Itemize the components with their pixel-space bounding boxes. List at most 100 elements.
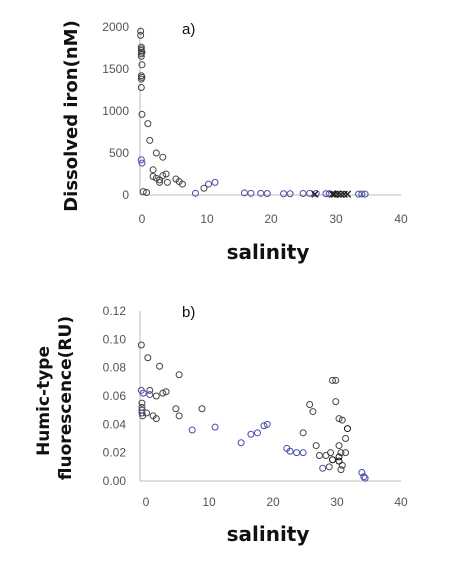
panel-a-series-2-point bbox=[340, 190, 348, 198]
panel-b-series-1-point bbox=[247, 430, 255, 438]
panel-b-series-0-point bbox=[299, 429, 307, 437]
panel-b-y-tick: 0.00 bbox=[103, 474, 127, 488]
panel-b-series-1-point bbox=[138, 406, 146, 414]
panel-b-y-axis-title-line-1: Humic-type bbox=[34, 346, 54, 456]
panel-b-series-1-point bbox=[139, 389, 147, 397]
panel-a-series-1-point bbox=[358, 190, 366, 198]
panel-a-label: a) bbox=[182, 21, 195, 38]
panel-b-series-1-point bbox=[188, 426, 196, 434]
panel-a-x-tick: 40 bbox=[394, 212, 408, 226]
panel-a-y-tick: 1500 bbox=[102, 62, 129, 76]
panel-b-y-tick: 0.06 bbox=[103, 389, 127, 403]
panel-b-series-1-point bbox=[360, 473, 368, 481]
panel-a-series-0-point bbox=[143, 188, 151, 196]
panel-a-series-0-point bbox=[152, 149, 160, 157]
panel-b: b) 0.00 0.02 0.04 0.06 0.08 0.10 0.12 0 … bbox=[34, 304, 408, 546]
panel-a-series-0-point bbox=[163, 178, 171, 186]
panel-b-y-tick: 0.10 bbox=[103, 332, 127, 346]
panel-a-series-0-point bbox=[200, 184, 208, 192]
panel-b-series-1-point bbox=[253, 429, 261, 437]
panel-a-series-1-point bbox=[299, 189, 307, 197]
panel-a-series-1-point bbox=[322, 190, 330, 198]
panel-a-series-1-point bbox=[257, 189, 265, 197]
panel-b-series-0-point bbox=[162, 388, 170, 396]
panel-b-series-1-point bbox=[319, 464, 327, 472]
panel-b-series-0-point bbox=[175, 412, 183, 420]
panel-a-series-1-point bbox=[312, 189, 320, 197]
panel-b-series-0-point bbox=[325, 463, 333, 471]
panel-a-x-tick: 10 bbox=[200, 212, 214, 226]
panel-b-series-0-point bbox=[175, 371, 183, 379]
panel-a-series-0-point bbox=[162, 170, 170, 178]
panel-a-series-2-point bbox=[343, 190, 352, 198]
panel-a-series-1-point bbox=[306, 189, 314, 197]
panel-b-series-0-point bbox=[312, 442, 320, 450]
panel-b-series-0-point bbox=[328, 376, 336, 384]
panel-b-series-0-point bbox=[306, 401, 314, 408]
panel-b-series-0-point bbox=[332, 398, 340, 406]
panel-b-series-1-point bbox=[361, 474, 369, 482]
panel-a-series-0-point bbox=[149, 173, 157, 181]
panel-b-series-2-point bbox=[335, 453, 343, 461]
panel-b-series-1-point bbox=[260, 422, 268, 430]
panel-b-series-1-point bbox=[146, 391, 154, 399]
panel-a-series-0-point bbox=[137, 50, 145, 58]
panel-b-x-tick: 30 bbox=[330, 495, 344, 509]
panel-b-markers bbox=[137, 341, 369, 482]
panel-a-series-1-point bbox=[211, 178, 219, 186]
panel-b-series-1-point bbox=[358, 469, 366, 476]
panel-b-series-0-point bbox=[337, 449, 345, 457]
panel-b-series-1-point bbox=[237, 439, 245, 447]
panel-b-series-1-point bbox=[299, 449, 307, 457]
panel-a-series-0-point bbox=[159, 172, 167, 180]
panel-b-series-0-point bbox=[144, 354, 152, 362]
panel-a-series-0-point bbox=[156, 178, 164, 186]
panel-a-x-tick: 0 bbox=[139, 212, 146, 226]
panel-a-series-1-point bbox=[240, 189, 248, 197]
panel-a-x-tick: 30 bbox=[329, 212, 343, 226]
panel-b-y-axis-title: Humic-type fluorescence(RU) bbox=[34, 316, 76, 480]
panel-b-series-0-point bbox=[338, 416, 346, 424]
panel-b-series-0-point bbox=[138, 399, 146, 407]
panel-a-y-axis-title: Dissolved iron(nM) bbox=[61, 20, 82, 212]
panel-a-markers bbox=[137, 27, 369, 199]
panel-b-series-0-point bbox=[137, 341, 145, 349]
panel-b-label: b) bbox=[182, 304, 195, 321]
panel-b-series-0-point bbox=[337, 466, 345, 474]
panel-a-series-0-point bbox=[159, 153, 167, 161]
panel-a-y-tick: 1000 bbox=[102, 104, 129, 118]
panel-a-series-1-point bbox=[137, 156, 145, 164]
panel-a-x-tick: 20 bbox=[264, 212, 278, 226]
panel-a-series-0-point bbox=[178, 180, 186, 188]
panel-b-series-0-point bbox=[309, 408, 317, 416]
panel-b-y-tick: 0.04 bbox=[103, 417, 127, 431]
panel-b-series-1-point bbox=[293, 449, 301, 457]
panel-a-y-tick: 500 bbox=[109, 146, 129, 160]
panel-a-series-0-point bbox=[137, 27, 145, 35]
panel-a-series-0-point bbox=[139, 188, 147, 196]
panel-b-x-tick: 40 bbox=[394, 495, 408, 509]
panel-a-series-0-point bbox=[138, 110, 146, 118]
panel-b-series-0-point bbox=[335, 442, 343, 450]
panel-a-series-2-point bbox=[311, 190, 319, 198]
panel-a-series-2-point bbox=[330, 190, 339, 199]
panel-b-series-0-point bbox=[198, 405, 206, 413]
panel-a-series-1-point bbox=[191, 189, 199, 197]
panel-b-series-0-point bbox=[342, 435, 350, 442]
panel-b-series-0-point bbox=[342, 449, 350, 457]
panel-b-y-tick: 0.08 bbox=[103, 361, 127, 375]
panel-a: a) 0 500 1000 1500 2000 0 10 20 30 40 sa… bbox=[61, 20, 408, 264]
panel-b-series-2-point bbox=[328, 456, 336, 464]
panel-a-series-0-point bbox=[137, 52, 145, 60]
panel-a-series-1-point bbox=[263, 189, 271, 197]
panel-b-series-0-point bbox=[322, 452, 330, 459]
panel-a-series-0-point bbox=[137, 31, 145, 39]
panel-b-series-0-point bbox=[152, 415, 160, 423]
panel-a-series-0-point bbox=[149, 166, 157, 174]
panel-b-series-0-point bbox=[146, 386, 154, 394]
panel-b-y-tick: 0.02 bbox=[103, 446, 127, 460]
panel-a-series-0-point bbox=[144, 120, 152, 128]
panel-a-y-tick: 2000 bbox=[102, 20, 129, 34]
panel-a-series-1-point bbox=[280, 190, 288, 198]
